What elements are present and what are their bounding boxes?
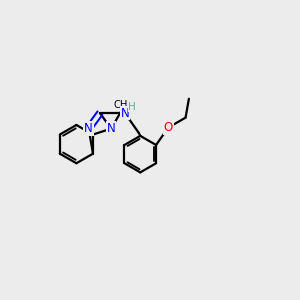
Text: O: O xyxy=(164,121,173,134)
Text: H: H xyxy=(128,102,136,112)
Text: N: N xyxy=(84,122,93,135)
Text: CH₃: CH₃ xyxy=(113,100,131,110)
Text: N: N xyxy=(121,106,129,120)
Text: N: N xyxy=(107,122,116,135)
